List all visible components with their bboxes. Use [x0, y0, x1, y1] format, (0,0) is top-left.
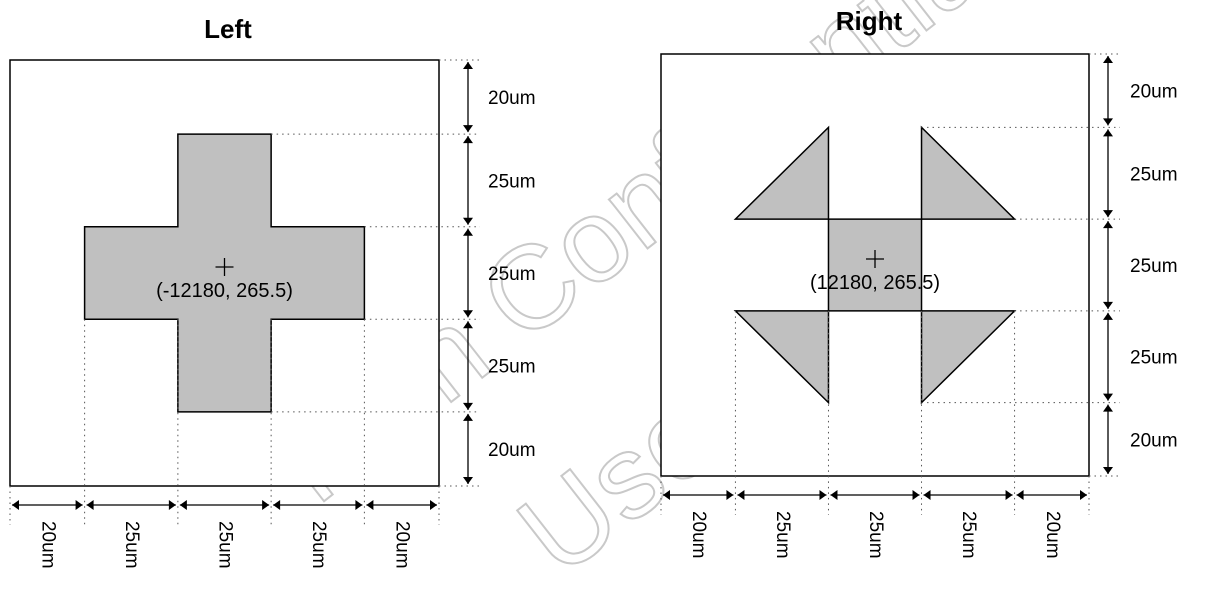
h-dim-arrow — [1016, 490, 1024, 500]
v-dim-arrow — [463, 125, 473, 133]
v-dim-arrow — [463, 321, 473, 329]
h-dim-arrow — [75, 500, 83, 510]
v-dim-arrow — [1103, 221, 1113, 229]
v-dim-arrow — [1103, 467, 1113, 474]
panel-right: Right (12180, 265.5) 20um 25um 25um 25um 20um 2… — [660, 6, 1178, 559]
h-dim-label: 20um — [37, 521, 58, 569]
die-outline — [9, 59, 440, 487]
h-dim-arrow — [168, 500, 176, 510]
h-dim-arrow — [12, 500, 19, 510]
v-dim-arrow — [463, 310, 473, 318]
v-dim-label: 20um — [488, 440, 536, 461]
h-dim-arrow — [262, 500, 270, 510]
v-dim-label: 25um — [488, 264, 536, 285]
v-dim-label: 20um — [1130, 430, 1178, 451]
panel-title: Left — [204, 14, 252, 44]
h-dim-arrow — [726, 490, 734, 500]
v-dim-arrow — [463, 62, 473, 69]
diagram-panels: Left (-12180, 265.5) 20um 25um 25um 25um 20um 2… — [9, 6, 1178, 569]
v-dim-arrow — [463, 413, 473, 421]
v-dim-label: 25um — [1130, 256, 1178, 277]
h-dim-label: 25um — [215, 521, 236, 569]
h-dim-label: 25um — [865, 511, 886, 559]
v-dim-arrow — [1103, 210, 1113, 218]
triangle-top-left — [733, 125, 830, 220]
h-dim-arrow — [1005, 490, 1013, 500]
v-dim-arrow — [1103, 301, 1113, 309]
h-dim-arrow — [86, 500, 94, 510]
h-dim-arrow — [912, 490, 920, 500]
h-dim-arrow — [819, 490, 827, 500]
v-dim-arrow — [1103, 56, 1113, 63]
v-dim-arrow — [1103, 312, 1113, 320]
v-dim-arrow — [463, 477, 473, 484]
h-dim-arrow — [366, 500, 374, 510]
center-coordinate-label: (-12180, 265.5) — [156, 280, 293, 302]
v-dim-arrow — [1103, 404, 1113, 412]
h-dim-label: 25um — [958, 511, 979, 559]
v-dim-label: 20um — [1130, 82, 1178, 103]
triangle-bottom-right — [920, 310, 1017, 405]
center-coordinate-label: (12180, 265.5) — [810, 272, 940, 294]
v-dim-label: 25um — [1130, 164, 1178, 185]
v-dim-arrow — [463, 136, 473, 144]
v-dim-arrow — [1103, 393, 1113, 401]
v-dim-label: 25um — [488, 357, 536, 378]
h-dim-label: 20um — [1042, 511, 1063, 559]
v-dim-arrow — [463, 217, 473, 225]
v-dim-label: 20um — [488, 88, 536, 109]
h-dim-label: 20um — [688, 511, 709, 559]
h-dim-label: 20um — [392, 521, 413, 569]
panel-title: Right — [836, 6, 903, 36]
h-dim-arrow — [737, 490, 745, 500]
v-dim-arrow — [463, 228, 473, 236]
triangle-bottom-left — [733, 310, 830, 405]
v-dim-label: 25um — [488, 171, 536, 192]
h-dim-arrow — [273, 500, 281, 510]
h-dim-arrow — [430, 500, 437, 510]
h-dim-arrow — [923, 490, 931, 500]
triangle-top-right — [920, 125, 1017, 220]
h-dim-label: 25um — [308, 521, 329, 569]
h-dim-arrow — [355, 500, 363, 510]
h-dim-label: 25um — [121, 521, 142, 569]
h-dim-arrow — [830, 490, 838, 500]
h-dim-arrow — [1080, 490, 1087, 500]
h-dim-arrow — [179, 500, 187, 510]
v-dim-arrow — [463, 402, 473, 410]
h-dim-label: 25um — [772, 511, 793, 559]
v-dim-arrow — [1103, 118, 1113, 126]
h-dim-arrow — [663, 490, 670, 500]
v-dim-label: 25um — [1130, 348, 1178, 369]
panel-left: Left (-12180, 265.5) 20um 25um 25um 25um 20um 2… — [9, 14, 536, 569]
v-dim-arrow — [1103, 129, 1113, 137]
